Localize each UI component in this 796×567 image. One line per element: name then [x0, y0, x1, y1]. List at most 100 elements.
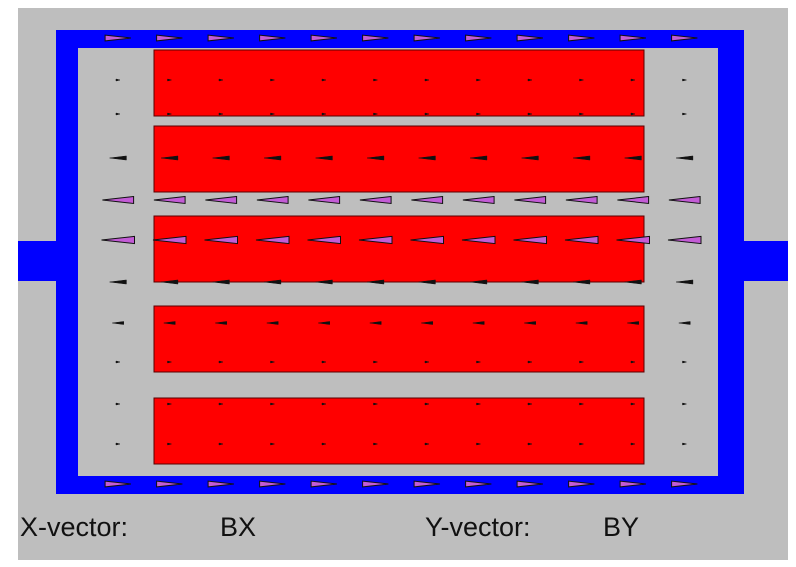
vector-arrow [321, 442, 327, 446]
vector-arrow [521, 279, 539, 285]
vector-arrow [527, 78, 533, 82]
vector-arrow [527, 442, 533, 446]
vector-arrow [218, 112, 224, 116]
vector-arrow [161, 279, 179, 285]
vector-arrow [424, 112, 430, 116]
vector-arrow [424, 442, 430, 446]
vector-arrow [579, 360, 584, 364]
vector-arrow [568, 34, 595, 42]
vector-arrow [218, 360, 224, 364]
vector-arrow [212, 279, 230, 285]
vector-arrow [573, 155, 591, 161]
vector-arrow [516, 480, 543, 488]
vector-arrow [630, 442, 636, 446]
vector-arrow [411, 195, 444, 205]
vector-arrow [472, 321, 485, 325]
vector-arrow [310, 34, 337, 42]
plates-group [153, 49, 645, 465]
vector-arrow [424, 402, 430, 406]
vector-arrow [218, 78, 224, 82]
vector-arrow [321, 112, 327, 116]
vector-arrow [204, 235, 238, 245]
vector-arrow [167, 442, 172, 446]
vector-arrow [682, 78, 687, 82]
vector-arrow [527, 402, 533, 406]
vector-arrow [682, 402, 687, 406]
vector-arrow [362, 34, 389, 42]
vector-arrow [115, 112, 121, 116]
vector-arrow [476, 112, 481, 116]
vector-arrow [367, 155, 385, 161]
vector-arrow [630, 112, 636, 116]
vector-arrow [410, 235, 444, 245]
vector-field [101, 34, 702, 488]
vector-arrow [421, 321, 433, 325]
vector-arrow [568, 480, 595, 488]
vector-arrow [109, 155, 127, 161]
vector-arrow [115, 442, 121, 446]
vector-arrow [205, 195, 238, 205]
vector-arrow [682, 360, 687, 364]
vector-arrow [321, 360, 327, 364]
y-vector-label: Y-vector: [425, 512, 531, 542]
vector-arrow [579, 402, 584, 406]
vector-arrow [167, 78, 172, 82]
vector-arrow [367, 279, 385, 285]
vector-arrow [373, 78, 378, 82]
vector-arrow [424, 360, 430, 364]
vector-arrow [630, 78, 636, 82]
vector-arrow [315, 155, 333, 161]
vector-arrow [470, 155, 488, 161]
vector-arrow [521, 155, 539, 161]
plate-1 [153, 49, 645, 117]
vector-arrow [573, 279, 591, 285]
plate-2 [153, 125, 645, 193]
vector-arrow [676, 155, 694, 161]
vector-arrow [579, 112, 584, 116]
plate-5 [153, 397, 645, 465]
vector-arrow [373, 360, 378, 364]
vector-arrow [270, 360, 275, 364]
vector-arrow [476, 360, 481, 364]
vector-arrow [104, 480, 131, 488]
vector-arrow [671, 480, 698, 488]
vector-arrow [667, 235, 702, 245]
vector-arrow [167, 402, 172, 406]
vector-arrow [270, 78, 275, 82]
vector-arrow [682, 442, 687, 446]
vector-arrow [218, 442, 224, 446]
vector-arrow [671, 34, 698, 42]
vector-arrow [678, 321, 691, 325]
vector-arrow [413, 34, 440, 42]
vector-arrow [513, 235, 547, 245]
vector-arrow [564, 235, 599, 245]
vector-arrow [255, 235, 290, 245]
vector-arrow [212, 155, 230, 161]
vector-arrow [682, 112, 687, 116]
vector-arrow [315, 279, 333, 285]
y-vector-value: BY [603, 512, 640, 542]
vector-arrow [579, 78, 584, 82]
vector-arrow [476, 78, 481, 82]
vector-arrow [115, 360, 121, 364]
vector-arrow [616, 235, 650, 245]
field-diagram: X-vector: BX Y-vector: BY [18, 8, 788, 560]
vector-arrow [167, 360, 172, 364]
vector-arrow [163, 321, 176, 325]
vector-arrow [619, 34, 646, 42]
plate-3 [153, 215, 645, 283]
diagram-canvas [18, 30, 788, 494]
vector-arrow [115, 78, 121, 82]
vector-arrow [101, 235, 135, 245]
vector-arrow [259, 480, 286, 488]
vector-arrow [318, 321, 330, 325]
right-connector [740, 241, 788, 281]
vector-arrow [624, 279, 642, 285]
vector-arrow [359, 195, 392, 205]
vector-arrow [565, 195, 598, 205]
vector-arrow [676, 279, 694, 285]
vector-arrow [630, 360, 636, 364]
vector-arrow [358, 235, 393, 245]
vector-arrow [627, 321, 639, 325]
vector-arrow [207, 480, 234, 488]
